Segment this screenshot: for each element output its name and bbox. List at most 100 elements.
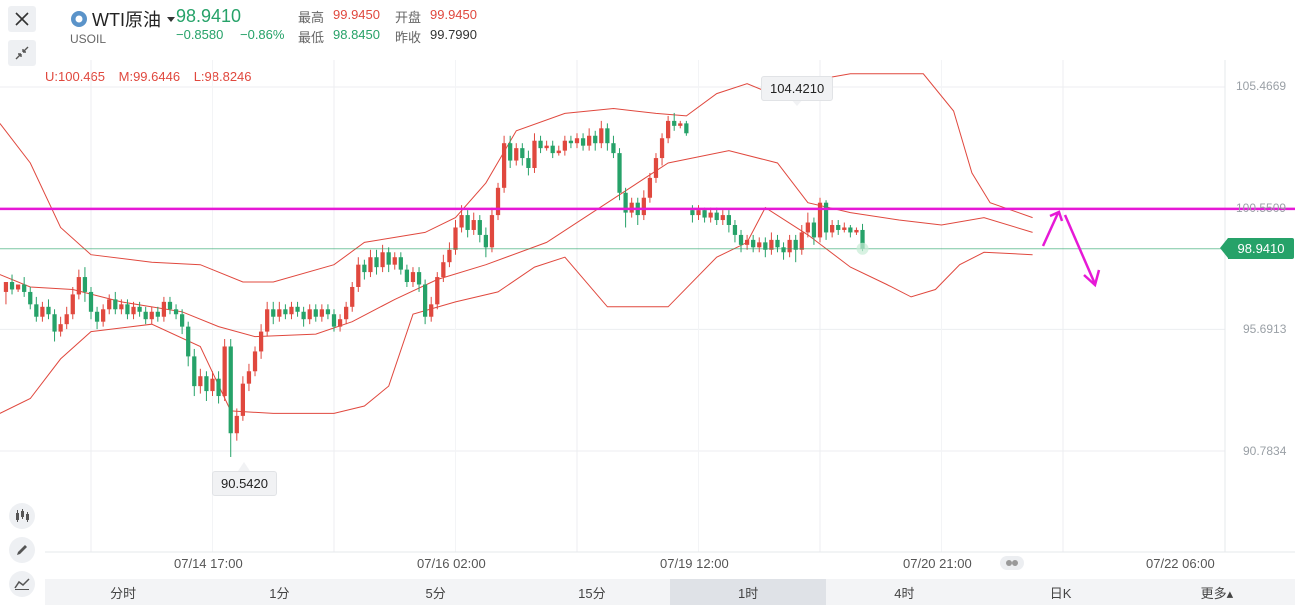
tab-15min[interactable]: 15分 [578, 585, 606, 601]
candle-body [313, 309, 318, 317]
candle-body [508, 143, 513, 161]
candle-body [362, 264, 367, 273]
candle-body [769, 239, 774, 250]
candle-body [283, 309, 288, 315]
candle-body [532, 140, 537, 168]
candle-body [137, 306, 142, 312]
candle-body [489, 215, 495, 248]
stat-prevclose-value: 99.7990 [430, 27, 477, 42]
y-tick-label: 90.7834 [1243, 444, 1287, 458]
caret-down-icon [167, 17, 175, 22]
candle-body [848, 227, 853, 233]
candle-body [240, 383, 246, 416]
forecast-arrow-down-head [1083, 269, 1101, 288]
tab-1min[interactable]: 1分 [269, 585, 290, 601]
candle-body [647, 177, 653, 198]
candle-body [416, 272, 422, 285]
candle-body [580, 138, 586, 146]
candle-body [726, 215, 732, 226]
more-options-button[interactable] [1000, 556, 1024, 570]
stat-high-label: 最高 [298, 10, 325, 25]
candle-body [763, 242, 768, 250]
candle-body [46, 306, 51, 315]
tab-1hour[interactable]: 1时 [670, 579, 827, 605]
stat-open-label: 开盘 [395, 10, 422, 25]
boll-lower: L:98.8246 [193, 69, 252, 84]
candle-body [64, 314, 69, 325]
draw-tool-button[interactable] [9, 537, 35, 563]
candle-body [228, 346, 233, 434]
price-change: −0.8580 [176, 27, 224, 42]
x-tick-label: 07/22 06:00 [1146, 556, 1215, 571]
x-tick-label: 07/19 12:00 [660, 556, 729, 571]
candle-body [617, 153, 622, 193]
candle-body [556, 150, 561, 154]
candle-body [732, 225, 738, 235]
last-price-marker [856, 242, 869, 255]
tab-4hour[interactable]: 4时 [894, 585, 915, 601]
candle-body [568, 140, 574, 144]
candle-body [599, 128, 604, 144]
tab-more[interactable]: 更多▴ [1200, 585, 1234, 601]
indicator-tool-button[interactable] [9, 503, 35, 529]
candle-body [404, 269, 410, 283]
candle-body [380, 252, 385, 268]
candle-body [429, 304, 434, 317]
boll-upper-line [0, 73, 1033, 283]
tab-daily[interactable]: 日K [1049, 585, 1072, 601]
boll-middle-line [0, 150, 1033, 338]
candle-body [265, 309, 270, 332]
candle-body [94, 311, 100, 322]
candle-body [587, 135, 592, 146]
candle-body [665, 120, 671, 139]
x-tick-label: 07/20 21:00 [903, 556, 972, 571]
chart-type-button[interactable] [9, 571, 35, 597]
pencil-icon [17, 545, 27, 555]
tab-5min[interactable]: 5分 [425, 585, 446, 601]
candle-body [52, 314, 57, 332]
low-callout: 90.5420 [212, 471, 277, 496]
candle-body [271, 309, 276, 317]
candle-body [337, 319, 343, 327]
collapse-icon [15, 46, 29, 60]
candle-body [331, 314, 337, 327]
high-callout: 104.4210 [761, 76, 834, 101]
candle-body [708, 212, 713, 218]
close-button[interactable] [8, 6, 36, 32]
stat-high-value: 99.9450 [333, 7, 380, 22]
forecast-arrow-up [1041, 212, 1060, 247]
candle-body [720, 215, 725, 221]
candle-body [167, 301, 173, 310]
candle-body [161, 301, 167, 317]
candle-body [368, 257, 373, 273]
candle-body [70, 294, 75, 315]
candle-body [58, 324, 63, 332]
x-tick-label: 07/16 02:00 [417, 556, 486, 571]
stat-low-label: 最低 [298, 30, 325, 45]
candle-body [125, 304, 130, 315]
candle-body [441, 262, 446, 278]
candle-body [258, 331, 264, 352]
candle-body [22, 284, 27, 292]
tab-time-share[interactable]: 分时 [110, 585, 137, 601]
collapse-button[interactable] [8, 40, 36, 66]
candle-body [823, 202, 829, 233]
candle-body [830, 225, 835, 233]
candle-body [307, 309, 312, 320]
candle-body [28, 291, 33, 305]
candle-body [781, 247, 786, 253]
page-title: WTI原油 [92, 10, 161, 30]
candle-body [9, 282, 15, 290]
candle-body [744, 239, 750, 245]
symbol-selector[interactable]: WTI原油 [70, 6, 176, 32]
candle-body [82, 277, 88, 292]
candle-body [435, 277, 440, 305]
candle-body [562, 140, 567, 151]
candle-body [836, 225, 841, 230]
boll-lower-line [0, 206, 1033, 414]
candle-body [277, 309, 282, 317]
candle-body [3, 282, 9, 292]
candle-body [702, 210, 707, 218]
candle-body [696, 210, 701, 216]
